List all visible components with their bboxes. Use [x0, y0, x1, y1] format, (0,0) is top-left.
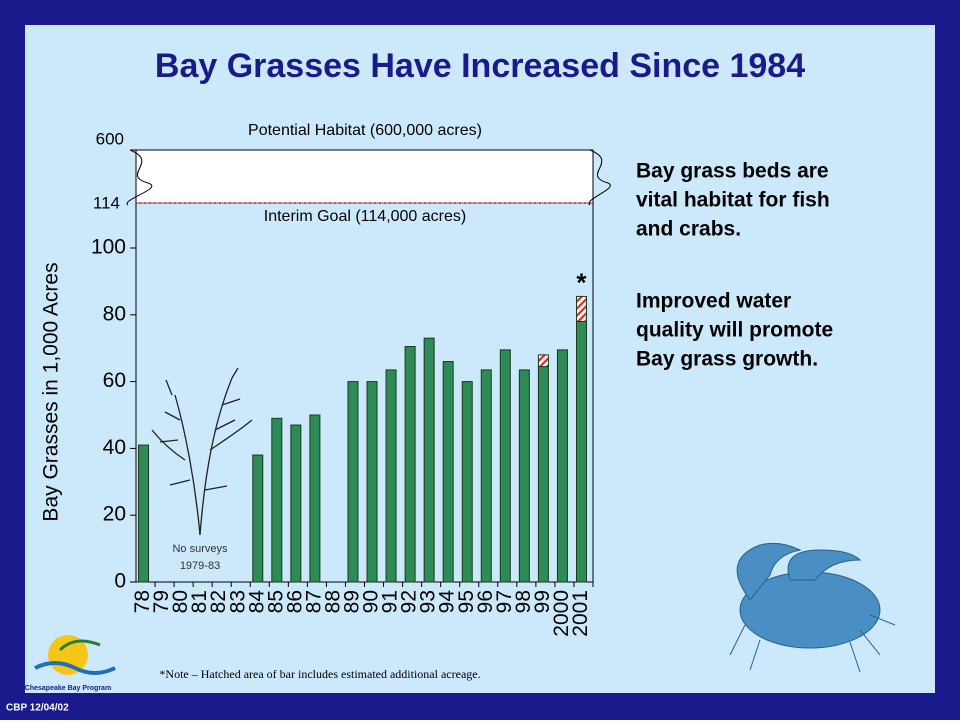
plant-illustration — [151, 367, 253, 536]
bar-estimate — [575, 295, 587, 322]
side-text: Bay grass beds are — [636, 160, 829, 183]
footer: CBP 12/04/02 — [6, 703, 69, 714]
x-tick-label: 93 — [417, 590, 440, 613]
x-tick-label: 99 — [531, 590, 554, 613]
x-tick-label: 89 — [341, 590, 364, 613]
crab-illustration — [729, 542, 896, 673]
chart-title: Bay Grasses Have Increased Since 1984 — [155, 47, 805, 85]
logo-text: Chesapeake Bay Program — [25, 685, 111, 692]
y-tick-label: 80 — [103, 302, 126, 325]
x-tick-label: 88 — [321, 590, 344, 613]
side-text: Bay grass growth. — [636, 348, 818, 371]
x-tick-label: 2001 — [569, 590, 592, 637]
goal-label: Interim Goal (114,000 acres) — [264, 208, 466, 225]
x-tick-label: 94 — [436, 590, 459, 614]
break-tick-label: 600 — [96, 129, 124, 148]
bar — [442, 361, 454, 583]
bar — [461, 381, 473, 583]
bar — [252, 454, 264, 583]
bar — [138, 444, 150, 583]
break-tick-label: 114 — [93, 193, 120, 212]
x-tick-label: 81 — [188, 590, 211, 613]
x-tick-label: 97 — [493, 590, 516, 613]
bar — [290, 424, 302, 583]
bar — [575, 320, 587, 583]
side-text: vital habitat for fish — [636, 189, 830, 212]
side-text: quality will promote — [636, 319, 833, 342]
y-tick-label: 0 — [114, 570, 126, 593]
bar — [537, 366, 549, 583]
axis-break — [126, 149, 153, 206]
star: * — [576, 267, 587, 297]
bar — [480, 369, 492, 583]
no-surveys: No surveys — [172, 543, 228, 555]
x-tick-label: 83 — [226, 590, 249, 613]
x-tick-label: 98 — [512, 590, 535, 613]
x-tick-label: 85 — [264, 590, 287, 613]
x-tick-label: 82 — [207, 590, 230, 613]
y-axis-label: Bay Grasses in 1,000 Acres — [40, 262, 63, 521]
x-tick-label: 80 — [169, 590, 192, 613]
x-tick-label: 96 — [474, 590, 497, 613]
bar — [385, 369, 397, 583]
bar — [518, 369, 530, 583]
bar — [404, 346, 416, 583]
x-tick-label: 79 — [150, 590, 173, 613]
potential-label: Potential Habitat (600,000 acres) — [248, 122, 482, 139]
bar-estimate — [537, 354, 549, 368]
x-tick-label: 90 — [360, 590, 383, 613]
x-tick-label: 86 — [283, 590, 306, 613]
y-tick-label: 20 — [103, 503, 126, 526]
y-tick-label: 100 — [91, 236, 126, 259]
x-tick-label: 84 — [245, 590, 268, 614]
footnote: *Note – Hatched area of bar includes est… — [159, 667, 480, 681]
bar — [556, 349, 568, 583]
x-tick-label: 91 — [379, 590, 402, 613]
x-tick-label: 78 — [131, 590, 154, 613]
axis-break — [588, 149, 611, 206]
bar — [366, 381, 378, 583]
logo — [34, 635, 116, 675]
habitat-box — [135, 149, 594, 204]
side-text: and crabs. — [636, 218, 741, 241]
x-tick-label: 95 — [455, 590, 478, 613]
y-tick-label: 60 — [103, 369, 126, 392]
x-tick-label: 87 — [302, 590, 325, 613]
x-tick-label: 92 — [398, 590, 421, 613]
bar — [271, 417, 283, 583]
side-text: Improved water — [636, 290, 791, 313]
bar — [499, 349, 511, 583]
y-tick-label: 40 — [103, 436, 126, 459]
x-tick-label: 2000 — [550, 590, 573, 637]
bar — [423, 337, 435, 583]
bar — [309, 414, 321, 583]
no-surveys: 1979-83 — [180, 560, 220, 572]
bar — [347, 381, 359, 583]
